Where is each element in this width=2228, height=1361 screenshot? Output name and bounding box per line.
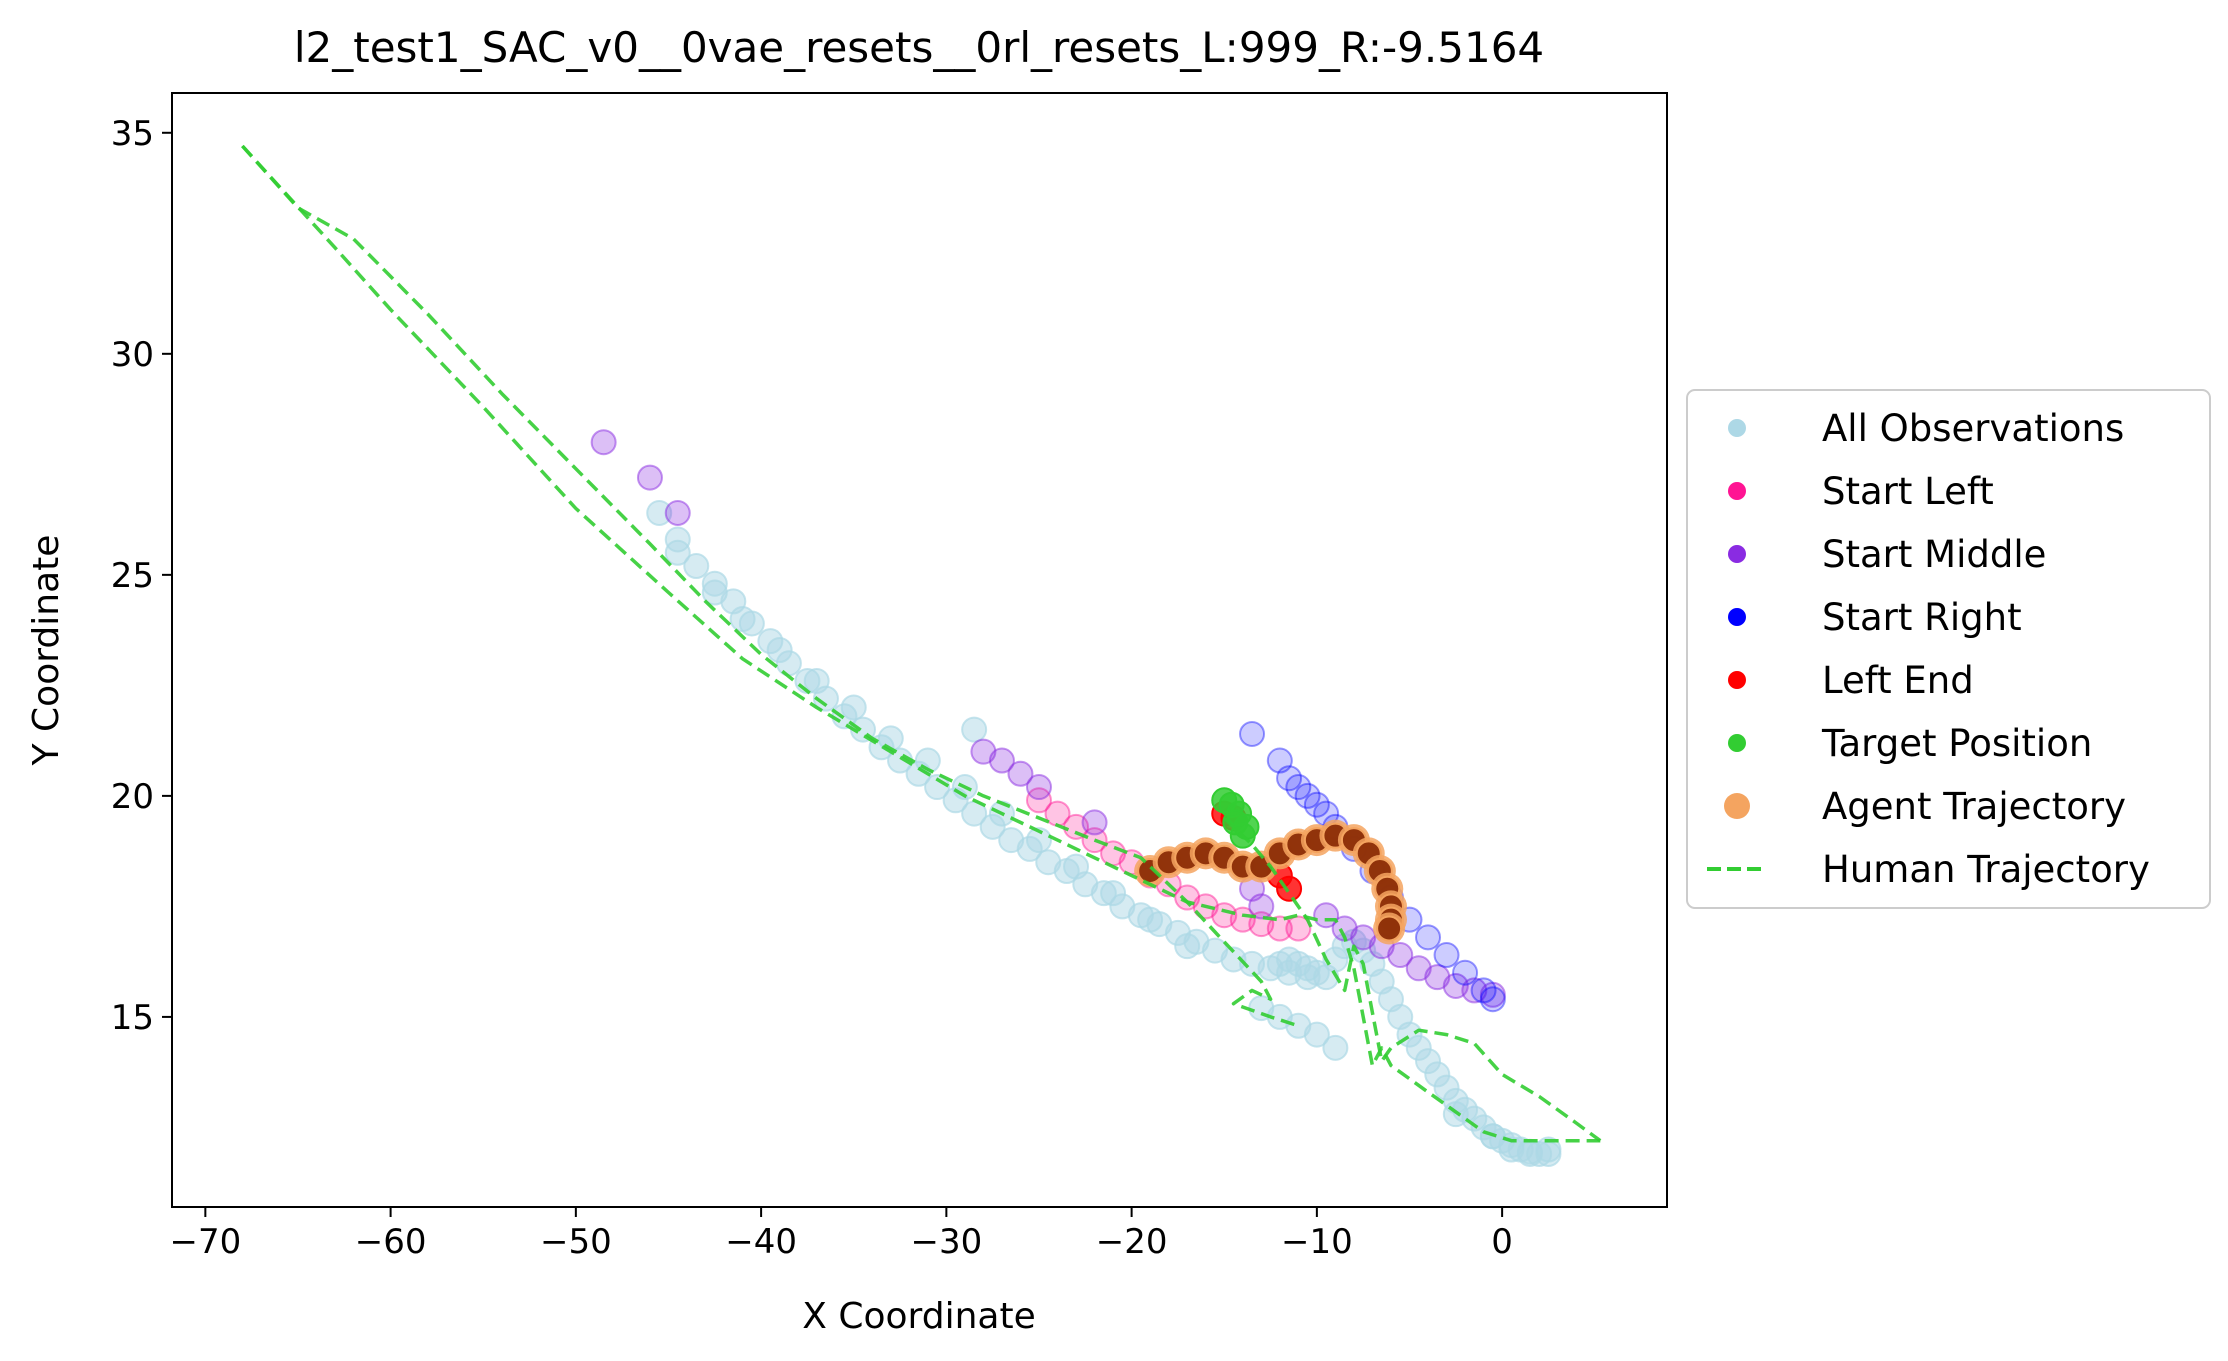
data-point — [1285, 774, 1312, 801]
data-point — [1535, 1136, 1562, 1163]
data-point — [840, 694, 867, 721]
series-all-observations — [646, 499, 1562, 1167]
data-point — [1025, 827, 1052, 854]
data-point — [1025, 774, 1052, 801]
x-tick-label: −60 — [355, 1222, 427, 1262]
legend-label: Human Trajectory — [1822, 848, 2150, 891]
data-point — [1376, 915, 1403, 942]
legend-dot-marker — [1728, 419, 1746, 437]
legend: All Observations Start Left Start Middle St… — [1686, 389, 2211, 909]
x-tick-label: −50 — [540, 1222, 612, 1262]
x-tick-label: −70 — [169, 1222, 241, 1262]
data-point — [1470, 977, 1497, 1004]
plot-marks — [241, 144, 1602, 1167]
human-trajectory-line — [241, 144, 1299, 1028]
data-point — [1285, 915, 1312, 942]
legend-item-all-observations: All Observations — [1728, 407, 2124, 450]
data-point — [1322, 1034, 1349, 1061]
legend-dot-marker — [1728, 608, 1746, 626]
legend-label: Start Left — [1822, 470, 1994, 513]
data-point — [1211, 902, 1238, 929]
legend-label: Agent Trajectory — [1822, 785, 2126, 828]
legend-dot-marker — [1728, 734, 1746, 752]
y-tick-label: 20 — [111, 777, 154, 817]
y-axis: 15 20 25 30 35 — [111, 114, 172, 1038]
data-point — [988, 747, 1015, 774]
data-point — [1266, 747, 1293, 774]
data-point — [803, 667, 830, 694]
data-point — [1415, 924, 1442, 951]
legend-item-start-left: Start Left — [1728, 470, 1994, 513]
data-point — [1007, 760, 1034, 787]
data-point — [1442, 1101, 1469, 1128]
data-point — [1222, 809, 1249, 836]
human-trajectory-line — [241, 144, 1601, 1143]
x-tick-label: −30 — [910, 1222, 982, 1262]
data-point — [1303, 791, 1330, 818]
y-axis-title: Y Coordinate — [26, 535, 67, 767]
x-axis: −70 −60 −50 −40 −30 −20 −10 0 — [169, 1207, 1513, 1262]
data-point — [1100, 880, 1127, 907]
data-point — [664, 499, 691, 526]
data-point — [1063, 853, 1090, 880]
plot-frame — [171, 92, 1668, 1208]
legend-item-left-end: Left End — [1728, 659, 1974, 702]
data-point — [701, 579, 728, 606]
data-point — [1303, 1021, 1330, 1048]
series-human-trajectory — [241, 144, 1602, 1143]
data-point — [1294, 782, 1321, 809]
legend-item-start-middle: Start Middle — [1728, 533, 2046, 576]
data-point — [729, 606, 756, 633]
data-point — [1266, 915, 1293, 942]
legend-label: Left End — [1822, 659, 1974, 702]
data-point — [1248, 893, 1275, 920]
data-point — [1452, 959, 1479, 986]
data-point — [1137, 906, 1164, 933]
legend-item-human-trajectory: Human Trajectory — [1707, 848, 2150, 891]
data-point — [1081, 809, 1108, 836]
legend-dot-marker — [1728, 671, 1746, 689]
legend-item-agent-trajectory: Agent Trajectory — [1724, 785, 2126, 828]
legend-label: Start Middle — [1822, 533, 2046, 576]
x-tick-label: 0 — [1491, 1222, 1513, 1262]
data-point — [766, 637, 793, 663]
data-point — [1174, 933, 1201, 960]
legend-label: Start Right — [1822, 596, 2022, 639]
data-point — [1025, 787, 1052, 814]
y-tick-label: 25 — [111, 556, 154, 596]
data-point — [1276, 765, 1303, 792]
x-tick-label: −10 — [1281, 1222, 1353, 1262]
legend-label: Target Position — [1821, 722, 2092, 765]
y-tick-label: 15 — [111, 998, 154, 1038]
legend-dot-marker — [1728, 482, 1746, 500]
data-point — [646, 499, 673, 526]
chart-title: l2_test1_SAC_v0__0vae_resets__0rl_resets… — [294, 23, 1544, 72]
human-trajectory-line — [1222, 816, 1602, 1143]
data-point — [961, 716, 988, 743]
x-tick-label: −20 — [1096, 1222, 1168, 1262]
legend-dot-marker — [1724, 793, 1750, 819]
legend-item-target-position: Target Position — [1728, 722, 2092, 765]
data-point — [1433, 942, 1460, 969]
x-tick-label: −40 — [725, 1222, 797, 1262]
data-point — [1239, 720, 1266, 747]
legend-item-start-right: Start Right — [1728, 596, 2022, 639]
y-tick-label: 35 — [111, 114, 154, 154]
data-point — [1479, 986, 1506, 1013]
legend-box — [1686, 389, 2211, 909]
legend-label: All Observations — [1822, 407, 2124, 450]
data-point — [590, 429, 617, 456]
data-point — [636, 464, 663, 491]
legend-dot-marker — [1728, 545, 1746, 563]
data-point — [664, 539, 691, 566]
data-point — [1479, 981, 1506, 1008]
data-point — [1229, 906, 1256, 933]
x-axis-title: X Coordinate — [802, 1296, 1035, 1337]
data-point — [683, 553, 710, 580]
data-point — [1387, 942, 1414, 969]
y-tick-label: 30 — [111, 335, 154, 375]
series-agent-trajectory — [1134, 819, 1407, 945]
